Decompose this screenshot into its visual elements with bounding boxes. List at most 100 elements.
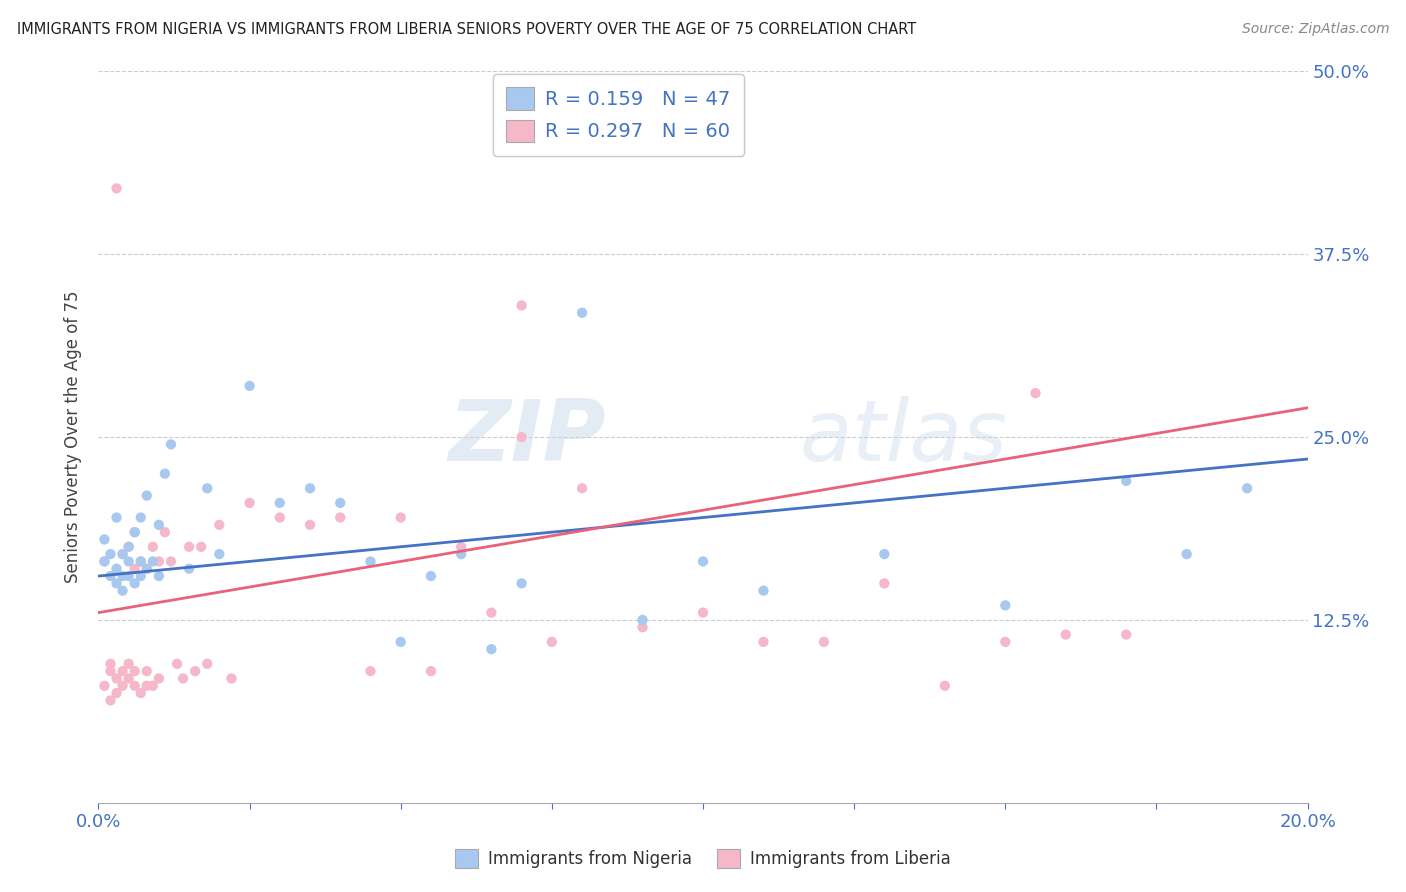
Point xyxy=(269,496,291,510)
Point xyxy=(153,467,176,481)
Point xyxy=(129,554,152,568)
Point xyxy=(510,430,533,444)
Point xyxy=(172,672,194,686)
Point xyxy=(299,481,322,495)
Point xyxy=(100,664,122,678)
Point xyxy=(752,635,775,649)
Point xyxy=(269,510,291,524)
Point xyxy=(124,525,146,540)
Point xyxy=(510,298,533,312)
Point xyxy=(135,489,157,503)
Point xyxy=(631,613,654,627)
Point xyxy=(195,657,218,671)
Point xyxy=(360,664,382,678)
Text: atlas: atlas xyxy=(800,395,1008,479)
Point xyxy=(1236,481,1258,495)
Point xyxy=(129,569,152,583)
Point xyxy=(239,379,262,393)
Point xyxy=(118,569,141,583)
Point xyxy=(160,437,183,451)
Point xyxy=(873,576,896,591)
Point xyxy=(329,510,352,524)
Point xyxy=(129,686,152,700)
Point xyxy=(118,540,141,554)
Point xyxy=(93,554,115,568)
Legend: R = 0.159   N = 47, R = 0.297   N = 60: R = 0.159 N = 47, R = 0.297 N = 60 xyxy=(492,74,744,155)
Point xyxy=(129,510,152,524)
Point xyxy=(100,693,122,707)
Legend: Immigrants from Nigeria, Immigrants from Liberia: Immigrants from Nigeria, Immigrants from… xyxy=(449,842,957,875)
Point xyxy=(195,481,218,495)
Point xyxy=(184,664,207,678)
Point xyxy=(105,686,128,700)
Point xyxy=(752,583,775,598)
Point xyxy=(420,664,443,678)
Point xyxy=(111,679,134,693)
Point xyxy=(873,547,896,561)
Point xyxy=(1115,627,1137,641)
Point xyxy=(481,642,503,657)
Point xyxy=(389,635,412,649)
Point xyxy=(571,306,593,320)
Point xyxy=(1024,386,1046,401)
Point xyxy=(124,576,146,591)
Point xyxy=(124,664,146,678)
Point xyxy=(389,510,412,524)
Point xyxy=(1054,627,1077,641)
Point xyxy=(692,606,714,620)
Point xyxy=(105,181,128,195)
Point xyxy=(118,554,141,568)
Point xyxy=(100,547,122,561)
Point xyxy=(510,576,533,591)
Point xyxy=(299,517,322,532)
Point xyxy=(118,657,141,671)
Point xyxy=(329,496,352,510)
Point xyxy=(360,554,382,568)
Point xyxy=(111,547,134,561)
Point xyxy=(124,525,146,540)
Point xyxy=(692,554,714,568)
Point xyxy=(153,525,176,540)
Point xyxy=(93,533,115,547)
Text: ZIP: ZIP xyxy=(449,395,606,479)
Point xyxy=(934,679,956,693)
Point xyxy=(179,540,201,554)
Point xyxy=(994,635,1017,649)
Text: IMMIGRANTS FROM NIGERIA VS IMMIGRANTS FROM LIBERIA SENIORS POVERTY OVER THE AGE : IMMIGRANTS FROM NIGERIA VS IMMIGRANTS FR… xyxy=(17,22,917,37)
Point xyxy=(420,569,443,583)
Point xyxy=(450,547,472,561)
Point xyxy=(148,554,170,568)
Point xyxy=(111,547,134,561)
Point xyxy=(142,554,165,568)
Point xyxy=(118,672,141,686)
Point xyxy=(481,606,503,620)
Point xyxy=(135,562,157,576)
Point xyxy=(160,554,183,568)
Point xyxy=(994,599,1017,613)
Point xyxy=(93,679,115,693)
Point xyxy=(148,569,170,583)
Point xyxy=(208,547,231,561)
Point xyxy=(190,540,212,554)
Point xyxy=(129,554,152,568)
Point xyxy=(111,569,134,583)
Point xyxy=(221,672,243,686)
Point xyxy=(148,517,170,532)
Point xyxy=(1175,547,1198,561)
Point xyxy=(166,657,188,671)
Point xyxy=(142,679,165,693)
Text: Source: ZipAtlas.com: Source: ZipAtlas.com xyxy=(1241,22,1389,37)
Point xyxy=(1115,474,1137,488)
Point xyxy=(135,664,157,678)
Point xyxy=(631,620,654,634)
Point xyxy=(142,540,165,554)
Point xyxy=(100,569,122,583)
Point xyxy=(111,583,134,598)
Point xyxy=(208,517,231,532)
Point xyxy=(105,510,128,524)
Point xyxy=(135,679,157,693)
Point xyxy=(105,576,128,591)
Point xyxy=(540,635,562,649)
Point xyxy=(148,672,170,686)
Point xyxy=(450,540,472,554)
